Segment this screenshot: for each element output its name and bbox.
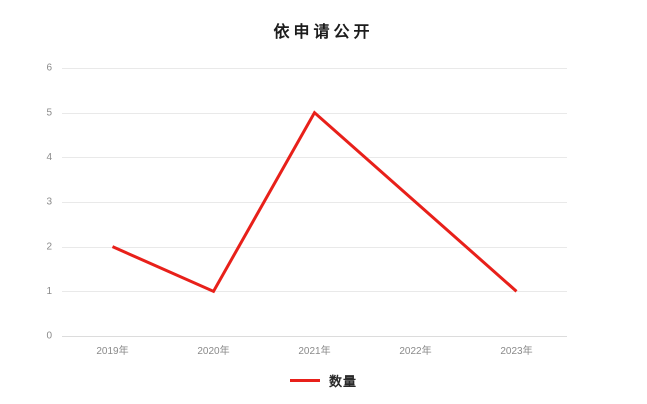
y-axis-tick-label: 1 — [46, 286, 52, 297]
y-axis-tick-label: 6 — [46, 63, 52, 74]
x-axis-tick-label: 2023年 — [500, 344, 532, 357]
legend-line-swatch-icon — [289, 379, 320, 382]
x-axis-tick-labels: 2019年 2020年 2021年 2022年 2023年 — [96, 344, 532, 357]
y-axis-tick-label: 0 — [46, 331, 52, 342]
y-axis-tick-labels: 0 1 2 3 4 5 6 — [46, 63, 52, 342]
x-axis-tick-label: 2021年 — [298, 344, 330, 357]
legend-item-label: 数量 — [328, 375, 357, 390]
chart-legend: 数量 — [0, 371, 647, 390]
chart-title: 依申请公开 — [273, 22, 374, 41]
y-axis-tick-label: 5 — [46, 107, 52, 118]
series-line-数量 — [111, 110, 518, 294]
x-axis-tick-label: 2019年 — [96, 344, 128, 357]
y-axis-tick-label: 4 — [46, 152, 52, 163]
gridlines-group — [62, 68, 567, 337]
legend-item[interactable]: 数量 — [289, 371, 357, 390]
x-axis-tick-label: 2022年 — [399, 344, 431, 357]
y-axis-tick-label: 2 — [46, 241, 52, 252]
x-axis-tick-label: 2020年 — [197, 344, 229, 357]
series-lines-group — [111, 110, 518, 294]
y-axis-tick-label: 3 — [46, 197, 52, 208]
